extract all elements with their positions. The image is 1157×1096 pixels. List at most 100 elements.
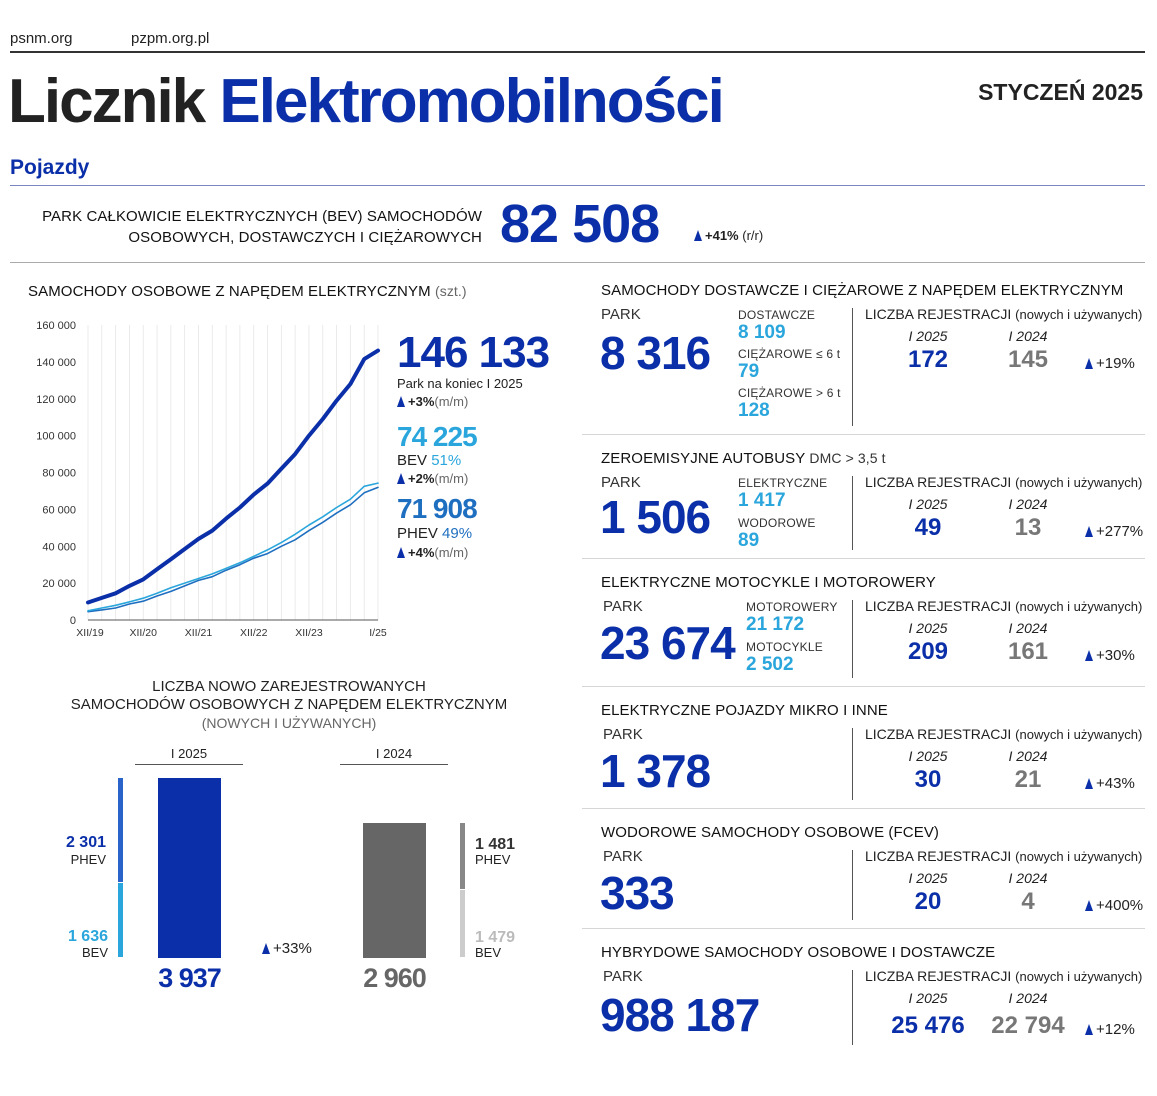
block-title: SAMOCHODY DOSTAWCZE I CIĘŻAROWE Z NAPĘDE…	[601, 282, 1123, 299]
p2-phev-label: PHEV	[475, 852, 511, 867]
block-title-text: WODOROWE SAMOCHODY OSOBOWE (FCEV)	[601, 824, 940, 841]
title-part1: Licznik	[8, 67, 206, 136]
p2-bev-segment	[460, 890, 465, 957]
section-title: Pojazdy	[10, 156, 90, 179]
series-line-razem	[86, 348, 380, 605]
line-chart-title: SAMOCHODY OSOBOWE Z NAPĘDEM ELEKTRYCZNYM…	[28, 283, 467, 300]
park-bev-label-line1: PARK CAŁKOWICIE ELEKTRYCZNYCH (BEV) SAMO…	[42, 208, 482, 225]
up-arrow-icon	[1085, 358, 1093, 369]
reg-value-current: 209	[907, 638, 949, 665]
x-tick-label: I/25	[369, 627, 387, 639]
category-block: HYBRYDOWE SAMOCHODY OSOBOWE I DOSTAWCZE …	[582, 930, 1145, 1055]
park-label: PARK	[601, 306, 641, 323]
y-tick-label: 20 000	[42, 578, 76, 590]
reg-change: +19%	[1085, 355, 1135, 372]
y-tick-label: 140 000	[36, 357, 76, 369]
reg-period2: I 2024	[1008, 748, 1048, 764]
reg-value-previous: 4	[1021, 888, 1035, 915]
park-label: PARK	[603, 598, 643, 615]
p1-total-value: 3 937	[158, 963, 222, 993]
phev-park-change: +4%(m/m)	[397, 545, 468, 560]
total-change-value: +3%	[408, 394, 435, 409]
reg-value-previous: 161	[1007, 638, 1049, 665]
reg-value-current: 49	[914, 514, 942, 541]
phev-change-unit: (m/m)	[434, 545, 469, 560]
new-reg-title-line1: LICZBA NOWO ZAREJESTROWANYCH	[152, 678, 426, 695]
reg-period2: I 2024	[1008, 496, 1048, 512]
reg-change: +43%	[1085, 775, 1135, 792]
period1-underline	[135, 764, 243, 765]
block-divider	[852, 600, 853, 678]
park-label: PARK	[603, 848, 643, 865]
block-title-text: SAMOCHODY DOSTAWCZE I CIĘŻAROWE Z NAPĘDE…	[601, 282, 1124, 299]
y-tick-label: 120 000	[36, 394, 76, 406]
reg-header-sub: (nowych i używanych)	[1015, 475, 1143, 490]
sub-label: CIĘŻAROWE > 6 t	[738, 386, 841, 400]
reg-header: LICZBA REJESTRACJI (nowych i używanych)	[865, 598, 1142, 614]
p1-total-bar	[158, 778, 221, 958]
category-block: WODOROWE SAMOCHODY OSOBOWE (FCEV) PARK 33…	[582, 810, 1145, 930]
reg-period1: I 2025	[908, 620, 948, 636]
up-arrow-icon	[694, 230, 702, 241]
reg-change: +277%	[1085, 523, 1143, 540]
up-arrow-icon	[1085, 1024, 1093, 1035]
reg-value-current: 172	[907, 346, 949, 373]
link-pzpm[interactable]: pzpm.org.pl	[131, 30, 210, 47]
p2-total-bar	[363, 822, 426, 958]
sub-value: 89	[738, 530, 760, 551]
new-reg-title: LICZBA NOWO ZAREJESTROWANYCH SAMOCHODÓW …	[0, 678, 578, 732]
block-divider	[852, 728, 853, 800]
block-separator	[582, 434, 1145, 435]
block-title-suffix: DMC > 3,5 t	[809, 450, 886, 466]
reg-period2: I 2024	[1008, 990, 1048, 1006]
total-change-unit: (m/m)	[434, 394, 469, 409]
bev-park-label: BEV 51%	[397, 452, 461, 469]
reg-header-text: LICZBA REJESTRACJI	[865, 848, 1012, 864]
reg-header-text: LICZBA REJESTRACJI	[865, 598, 1012, 614]
y-tick-label: 100 000	[36, 431, 76, 443]
park-divider	[10, 262, 1145, 263]
sub-label: ELEKTRYCZNE	[738, 476, 828, 490]
block-title: WODOROWE SAMOCHODY OSOBOWE (FCEV)	[601, 824, 939, 841]
y-tick-label: 0	[70, 615, 76, 627]
reg-period1: I 2025	[908, 990, 948, 1006]
up-arrow-icon	[1085, 900, 1093, 911]
p2-phev-segment	[460, 822, 465, 890]
x-tick-label: XII/22	[240, 627, 268, 639]
reg-value-previous: 145	[1007, 346, 1049, 373]
up-arrow-icon	[262, 943, 270, 954]
up-arrow-icon	[397, 473, 405, 484]
reg-period1: I 2025	[908, 748, 948, 764]
bev-park-change: +2%(m/m)	[397, 471, 468, 486]
right-blocks: SAMOCHODY DOSTAWCZE I CIĘŻAROWE Z NAPĘDE…	[582, 268, 1145, 1088]
reg-header-sub: (nowych i używanych)	[1015, 727, 1143, 742]
line-chart-unit: (szt.)	[434, 283, 467, 299]
p2-bev-label: BEV	[475, 945, 502, 960]
reg-change: +12%	[1085, 1021, 1135, 1038]
phev-share: 49%	[442, 525, 473, 542]
reg-header-text: LICZBA REJESTRACJI	[865, 968, 1012, 984]
x-tick-label: XII/21	[185, 627, 213, 639]
p1-bev-value: 1 636	[67, 928, 108, 945]
reg-change: +400%	[1085, 897, 1143, 914]
p1-bev-segment	[118, 883, 123, 957]
reg-change-value: +43%	[1096, 775, 1135, 792]
link-psnm[interactable]: psnm.org	[10, 30, 73, 47]
block-title-text: HYBRYDOWE SAMOCHODY OSOBOWE I DOSTAWCZE	[601, 944, 996, 961]
sub-label: WODOROWE	[738, 516, 816, 530]
sub-label: MOTOCYKLE	[746, 640, 823, 654]
block-title: ELEKTRYCZNE MOTOCYKLE I MOTOROWERY	[601, 574, 936, 591]
period2-label: I 2024	[375, 746, 413, 761]
header-divider	[10, 51, 1145, 53]
park-value: 1 506	[600, 491, 711, 543]
reg-value-current: 20	[914, 888, 942, 915]
block-divider	[852, 850, 853, 920]
series-line-bev	[87, 482, 379, 612]
up-arrow-icon	[1085, 526, 1093, 537]
park-bev-value: 82 508	[500, 194, 660, 254]
y-tick-label: 160 000	[36, 320, 76, 332]
reg-header: LICZBA REJESTRACJI (nowych i używanych)	[865, 306, 1142, 322]
reg-period1: I 2025	[908, 870, 948, 886]
bev-change-unit: (m/m)	[434, 471, 469, 486]
park-bev-label-line2: OSOBOWYCH, DOSTAWCZYCH I CIĘŻAROWYCH	[128, 229, 482, 246]
